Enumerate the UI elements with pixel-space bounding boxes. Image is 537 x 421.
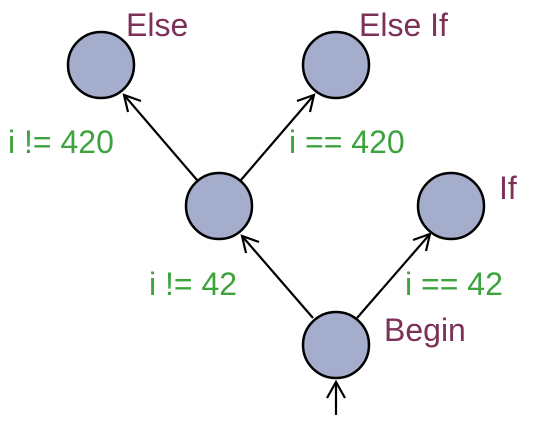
edge-label-branch-to-else-if: i == 420 — [289, 124, 405, 160]
edge-label-begin-to-if: i == 42 — [405, 266, 503, 302]
edge-label-begin-to-branch: i != 42 — [149, 266, 237, 302]
edge-branch-to-else — [122, 93, 198, 181]
node-else — [66, 30, 136, 100]
edge-branch-to-else-if — [240, 93, 316, 181]
node-label-if: If — [499, 170, 517, 206]
node-else-if — [301, 30, 371, 100]
node-label-begin: Begin — [384, 312, 466, 348]
entry-arrow — [326, 379, 346, 415]
node-if — [416, 171, 486, 241]
edge-begin-to-branch — [240, 234, 314, 319]
node-begin — [301, 310, 371, 380]
edge-begin-to-if — [356, 232, 432, 319]
node-label-else: Else — [126, 7, 188, 43]
node-label-else-if: Else If — [359, 7, 448, 43]
node-branch — [184, 171, 254, 241]
edge-label-branch-to-else: i != 420 — [8, 124, 114, 160]
